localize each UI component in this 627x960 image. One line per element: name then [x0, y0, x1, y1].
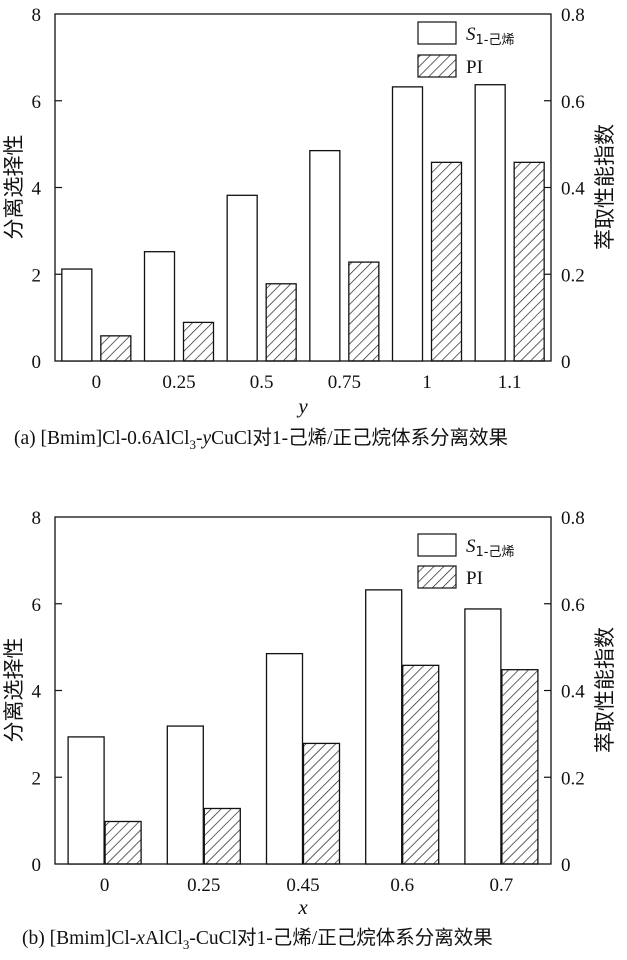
x-tick-label: 0.5 — [250, 372, 274, 393]
x-tick-label: 0.45 — [286, 875, 319, 896]
bar-pi-1.1 — [513, 161, 545, 362]
x-axis-label: y — [296, 394, 308, 418]
bar-s-1 — [391, 86, 424, 362]
legend-swatch-pi — [417, 565, 457, 589]
y-axis-label-right: 萃取性能指数 — [593, 124, 617, 250]
y-tick-label-right: 0.6 — [561, 595, 585, 616]
bars-a — [61, 84, 545, 362]
y-tick-label-right: 0 — [561, 352, 571, 373]
bar-s-0 — [67, 736, 105, 865]
y-tick-label-right: 0.2 — [561, 768, 585, 789]
x-tick-label: 0.25 — [162, 372, 195, 393]
bar-s-0.5 — [226, 194, 258, 362]
bar-s-0.25 — [143, 251, 176, 362]
legend: S1-己烯 PI — [417, 533, 514, 589]
y-tick-label-right: 0.6 — [561, 92, 585, 113]
ticks-b: 0 0.25 0.45 0.6 0.7 0 2 4 6 8 0 0.2 0.4 0.6 0.8 — [32, 508, 586, 896]
y-tick-label-left: 0 — [32, 352, 42, 373]
bar-pi-1 — [430, 161, 463, 362]
y-tick-label-right: 0.2 — [561, 265, 585, 286]
chart-panel-b: 0 0.25 0.45 0.6 0.7 0 2 4 6 8 0 0.2 0.4 0.6 0.8 S1-己烯 … — [2, 508, 617, 952]
y-axis-label-left: 分离选择性 — [2, 135, 26, 240]
x-tick-label: 1.1 — [498, 372, 522, 393]
legend-label-pi: PI — [466, 57, 483, 78]
bar-pi-0 — [104, 820, 142, 865]
bar-s-0 — [61, 268, 93, 362]
x-tick-label: 0 — [100, 875, 110, 896]
bar-pi-0.25 — [203, 807, 241, 865]
legend-label-pi: PI — [466, 568, 483, 589]
legend-label-s: S1-己烯 — [466, 24, 514, 48]
y-tick-label-left: 8 — [32, 508, 42, 529]
bar-pi-0.45 — [302, 742, 341, 865]
y-tick-label-right: 0.4 — [561, 682, 585, 703]
y-tick-label-left: 4 — [32, 682, 42, 703]
y-tick-label-left: 6 — [32, 92, 42, 113]
caption-b: (b) [Bmim]Cl-xAlCl3-CuCl对1-己烯/正己烷体系分离效果 — [22, 927, 493, 952]
x-axis-label: x — [297, 895, 308, 919]
bars-b — [67, 589, 539, 865]
caption-a: (a) [Bmim]Cl-0.6AlCl3-yCuCl对1-己烯/正己烷体系分离… — [14, 427, 508, 452]
y-axis-label-left: 分离选择性 — [2, 638, 26, 743]
y-axis-label-right: 萃取性能指数 — [593, 627, 617, 753]
y-tick-label-left: 0 — [32, 855, 42, 876]
ticks-a: 0 0.25 0.5 0.75 1 1.1 0 2 4 6 8 0 0.2 0.4 0.6 0.8 — [32, 5, 586, 393]
bar-s-0.25 — [166, 725, 204, 865]
bar-pi-0.5 — [265, 283, 297, 362]
y-tick-label-right: 0.8 — [561, 508, 585, 529]
y-tick-label-right: 0.8 — [561, 5, 585, 26]
y-tick-label-left: 2 — [32, 768, 42, 789]
x-tick-label: 0.6 — [390, 875, 414, 896]
y-tick-label-right: 0.4 — [561, 179, 585, 200]
y-tick-label-left: 8 — [32, 5, 42, 26]
legend: S1-己烯 PI — [417, 21, 514, 78]
chart-panel-a: 0 0.25 0.5 0.75 1 1.1 0 2 4 6 8 0 0.2 0.4 0.6 0.8 S1-己烯… — [2, 5, 617, 452]
x-tick-label: 0.75 — [328, 372, 361, 393]
legend-label-s: S1-己烯 — [466, 536, 514, 560]
bar-pi-0 — [100, 335, 132, 362]
legend-swatch-pi — [417, 54, 457, 78]
bar-s-0.45 — [265, 652, 304, 865]
x-tick-label: 0.7 — [490, 875, 514, 896]
x-tick-label: 1 — [422, 372, 432, 393]
bar-pi-0.75 — [348, 261, 380, 362]
bar-pi-0.25 — [182, 321, 215, 362]
y-tick-label-left: 4 — [32, 179, 42, 200]
legend-swatch-s — [417, 533, 457, 557]
y-tick-label-left: 2 — [32, 265, 42, 286]
legend-swatch-s — [417, 21, 457, 45]
x-tick-label: 0.25 — [187, 875, 220, 896]
x-tick-label: 0 — [92, 372, 102, 393]
bar-s-0.7 — [464, 608, 502, 865]
y-tick-label-left: 6 — [32, 595, 42, 616]
y-tick-label-right: 0 — [561, 855, 571, 876]
bar-s-0.6 — [365, 589, 403, 865]
bar-s-1.1 — [474, 84, 506, 362]
bar-pi-0.7 — [501, 669, 539, 865]
bar-s-0.75 — [309, 149, 341, 362]
bar-pi-0.6 — [402, 664, 440, 865]
